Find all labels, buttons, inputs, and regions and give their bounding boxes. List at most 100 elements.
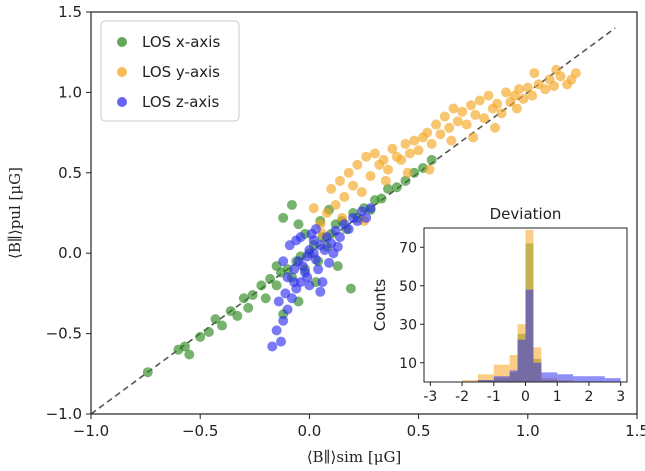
data-point xyxy=(339,191,350,202)
data-point xyxy=(387,143,398,154)
data-point xyxy=(278,315,289,326)
data-point xyxy=(444,122,455,133)
data-point xyxy=(400,175,411,186)
inset-y-tick-label: 30 xyxy=(399,317,417,333)
y-tick-label: 0.5 xyxy=(58,164,82,182)
data-point xyxy=(396,154,407,165)
data-point xyxy=(243,302,254,313)
data-point xyxy=(365,203,376,214)
data-point xyxy=(278,212,289,223)
histogram-series-3 xyxy=(477,289,621,382)
data-point xyxy=(540,84,551,95)
data-point xyxy=(308,203,319,214)
inset-x-tick-label: -3 xyxy=(423,389,437,405)
histogram-bar xyxy=(604,378,621,382)
inset-x-tick-label: -1 xyxy=(487,389,501,405)
data-point xyxy=(184,349,195,360)
data-point xyxy=(378,154,389,165)
data-point xyxy=(313,264,324,275)
histogram-bar xyxy=(573,376,589,382)
data-point xyxy=(286,199,297,210)
y-tick-label: −1.0 xyxy=(46,405,82,423)
histogram-bar xyxy=(477,374,494,382)
legend-label: LOS y-axis xyxy=(142,63,220,81)
data-point xyxy=(496,108,507,119)
x-axis-title: ⟨B∥⟩sim [μG] xyxy=(307,448,402,466)
data-point xyxy=(490,122,501,133)
data-point xyxy=(334,175,345,186)
data-point xyxy=(402,167,413,178)
histogram-bar xyxy=(509,355,518,382)
data-point xyxy=(330,199,341,210)
data-point xyxy=(276,336,287,347)
inset-x-tick-label: 1 xyxy=(553,389,562,405)
data-point xyxy=(470,109,481,120)
data-point xyxy=(422,127,433,138)
data-point xyxy=(295,232,306,243)
y-tick-label: −0.5 xyxy=(46,325,82,343)
legend-marker xyxy=(117,97,127,107)
data-point xyxy=(376,193,387,204)
data-point xyxy=(271,325,282,336)
data-point xyxy=(448,103,459,114)
histogram-bar xyxy=(541,372,558,382)
y-tick-label: 1.5 xyxy=(58,3,82,21)
data-point xyxy=(518,93,529,104)
legend: LOS x-axis LOS y-axis LOS z-axis xyxy=(100,20,240,122)
data-point xyxy=(474,95,485,106)
inset-y-tick-label: 10 xyxy=(399,356,417,372)
x-tick-label: 1.0 xyxy=(516,422,540,440)
data-point xyxy=(302,272,313,283)
data-point xyxy=(352,159,363,170)
data-point xyxy=(426,154,437,165)
data-point xyxy=(332,261,343,272)
data-point xyxy=(468,132,479,143)
data-point xyxy=(352,216,363,227)
data-point xyxy=(404,148,415,159)
data-point xyxy=(332,241,343,252)
data-point xyxy=(317,277,328,288)
data-point xyxy=(308,235,319,246)
data-point xyxy=(343,224,354,235)
data-point xyxy=(282,304,293,315)
data-point xyxy=(361,151,372,162)
data-point xyxy=(551,64,562,75)
data-point xyxy=(195,331,206,342)
data-point xyxy=(232,310,243,321)
inset-y-tick-label: 70 xyxy=(399,240,417,256)
data-point xyxy=(409,135,420,146)
data-point xyxy=(310,254,321,265)
data-point xyxy=(529,68,540,79)
data-point xyxy=(479,113,490,124)
data-point xyxy=(310,224,321,235)
data-point xyxy=(452,116,463,127)
data-point xyxy=(321,208,332,218)
data-point xyxy=(383,183,394,194)
inset-y-tick-label: 50 xyxy=(399,279,417,295)
data-point xyxy=(457,106,468,117)
data-point xyxy=(304,280,315,291)
x-tick-label: 0.5 xyxy=(407,422,431,440)
data-point xyxy=(356,187,367,198)
x-tick-label: 0.0 xyxy=(297,422,321,440)
data-point xyxy=(142,367,153,378)
data-point xyxy=(326,183,337,194)
data-point xyxy=(247,290,258,301)
data-point xyxy=(426,138,437,149)
data-point xyxy=(217,320,228,331)
data-point xyxy=(343,167,354,178)
data-point xyxy=(570,68,581,79)
data-point xyxy=(500,87,511,98)
y-tick-label: 1.0 xyxy=(58,83,82,101)
data-point xyxy=(348,180,359,191)
data-point xyxy=(380,175,391,186)
legend-marker xyxy=(117,67,127,77)
data-point xyxy=(549,80,560,91)
legend-marker xyxy=(117,37,127,47)
data-point xyxy=(293,219,304,230)
inset-title: Deviation xyxy=(490,205,562,223)
histogram-bar xyxy=(588,376,605,382)
data-point xyxy=(424,164,435,175)
data-point xyxy=(361,212,372,223)
